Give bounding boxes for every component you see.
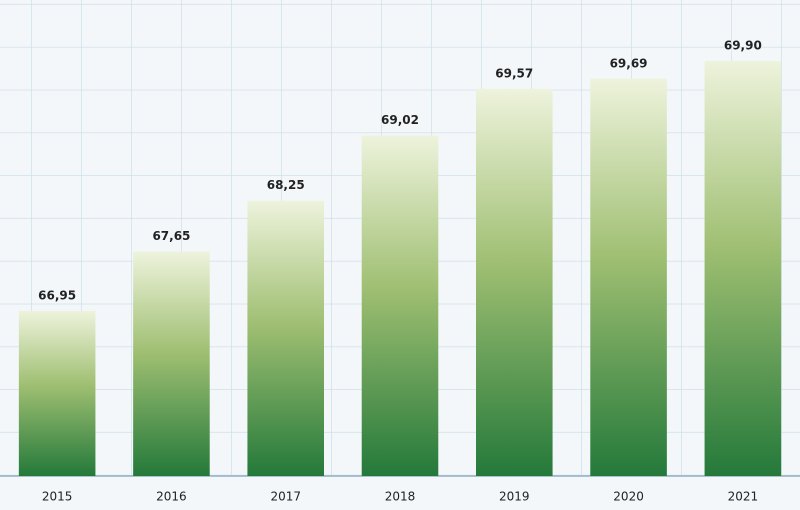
x-tick-label: 2021 [728,490,759,504]
bar [361,135,439,476]
bar [590,78,667,477]
bar [704,60,782,476]
x-tick-label: 2020 [613,490,644,504]
value-label: 69,57 [495,66,533,80]
x-tick-label: 2015 [42,490,73,504]
x-tick-label: 2017 [270,490,301,504]
x-tick-label: 2016 [156,490,187,504]
value-label: 66,95 [38,288,76,302]
bar [247,200,324,476]
bar [476,88,553,477]
value-label: 69,69 [610,56,648,70]
value-label: 69,02 [381,113,419,127]
bar [133,251,210,476]
x-tick-label: 2019 [499,490,530,504]
value-label: 67,65 [152,229,190,243]
value-label: 68,25 [267,178,305,192]
bar [18,310,96,476]
x-tick-label: 2018 [385,490,416,504]
value-label: 69,90 [724,38,762,52]
